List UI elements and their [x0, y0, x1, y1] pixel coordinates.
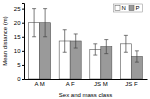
error-cap — [104, 53, 108, 54]
legend: NP — [114, 4, 143, 12]
error-line — [125, 35, 126, 52]
y-tick-group: 15 — [14, 34, 24, 40]
legend-label: P — [136, 5, 140, 11]
error-bar — [135, 51, 139, 62]
legend-swatch — [129, 6, 134, 11]
error-cap — [93, 55, 97, 56]
error-cap — [43, 8, 47, 9]
legend-label: N — [122, 5, 126, 11]
error-cap — [63, 29, 67, 30]
x-tick-group: A M — [34, 79, 44, 87]
x-tick-label: A F — [66, 81, 75, 87]
y-tick-group: 10 — [14, 48, 24, 54]
series — [40, 9, 143, 79]
error-bar — [43, 9, 47, 37]
x-tick-group: JS F — [125, 79, 138, 87]
error-bar — [124, 35, 128, 52]
y-tick-label: 0 — [17, 76, 21, 82]
error-cap — [74, 48, 78, 49]
error-cap — [32, 8, 36, 9]
error-bar — [32, 9, 36, 37]
error-cap — [43, 36, 47, 37]
error-cap — [32, 36, 36, 37]
marks — [29, 9, 143, 79]
x-tick-label: JS M — [94, 81, 108, 87]
x-axis-line — [25, 79, 148, 80]
error-line — [45, 9, 46, 37]
y-tick-label: 20 — [14, 20, 21, 26]
error-cap — [74, 33, 78, 34]
error-line — [95, 44, 96, 55]
y-tick-group: 5 — [17, 62, 24, 68]
error-cap — [93, 43, 97, 44]
y-axis-line — [22, 4, 25, 80]
y-tick — [22, 37, 24, 38]
y-tick-label: 15 — [14, 34, 21, 40]
error-cap — [124, 52, 128, 53]
error-cap — [124, 35, 128, 36]
x-axis-title: Sex and mass class — [59, 92, 112, 98]
y-tick — [22, 79, 24, 80]
error-bar — [104, 40, 108, 54]
series — [29, 9, 132, 79]
y-tick — [22, 23, 24, 24]
legend-item: N — [115, 5, 126, 11]
error-bar — [63, 30, 67, 53]
y-tick-group: 0 — [17, 76, 24, 82]
chart: 0510152025A MA FJS MJS FNPSex and mass c… — [0, 0, 150, 99]
y-tick — [22, 9, 24, 10]
legend-swatch — [115, 6, 120, 11]
y-tick-group: 25 — [14, 6, 24, 12]
legend-item: P — [129, 5, 140, 11]
x-tick-label: A M — [34, 81, 44, 87]
error-bar — [74, 34, 78, 48]
y-tick-label: 10 — [14, 48, 21, 54]
error-cap — [135, 50, 139, 51]
error-line — [64, 30, 65, 53]
y-tick-label: 25 — [14, 6, 21, 12]
y-tick — [22, 65, 24, 66]
error-line — [75, 34, 76, 48]
x-tick-group: A F — [66, 79, 75, 87]
error-bar — [93, 44, 97, 55]
x-tick-group: JS M — [94, 79, 108, 87]
legend-box — [114, 4, 143, 12]
error-cap — [135, 62, 139, 63]
error-cap — [104, 39, 108, 40]
y-tick-group: 20 — [14, 20, 24, 26]
y-tick — [22, 51, 24, 52]
y-axis: 0 5 10 15 20 25 — [14, 4, 25, 83]
error-line — [34, 9, 35, 37]
x-axis: A M A F JS M JS F — [25, 79, 148, 87]
y-tick-label: 5 — [17, 62, 21, 68]
y-axis-title: Mean distance (m) — [2, 16, 8, 66]
x-tick-label: JS F — [125, 81, 138, 87]
error-line — [106, 40, 107, 54]
error-cap — [63, 52, 67, 53]
plot: 0510152025A MA FJS MJS FNP — [14, 4, 148, 88]
error-line — [136, 51, 137, 62]
